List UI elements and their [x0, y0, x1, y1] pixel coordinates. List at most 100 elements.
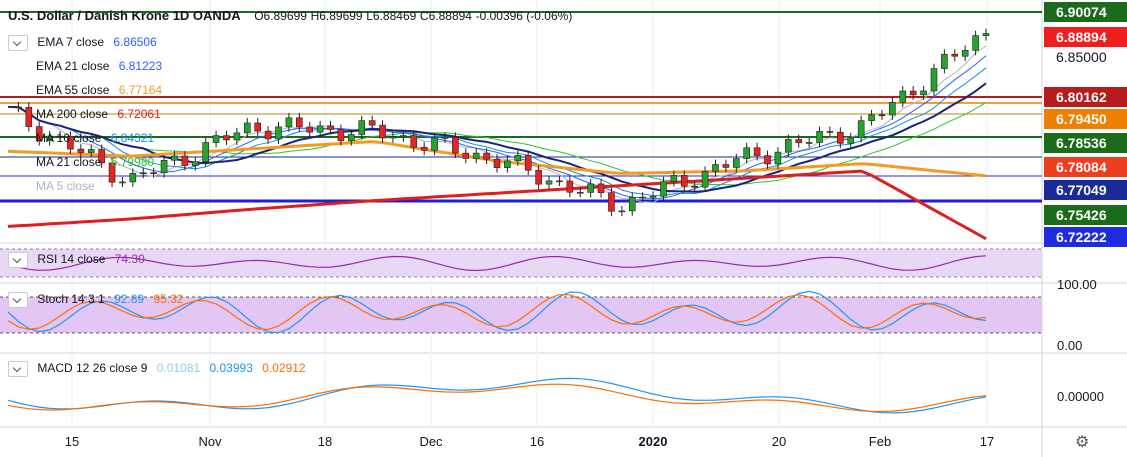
legend-value: 6.79980	[110, 155, 155, 169]
ohlc-close: C6.88894	[419, 9, 472, 23]
candle-body	[691, 185, 698, 188]
ohlc-low: L6.88469	[366, 9, 417, 23]
ohlc-high: H6.89699	[310, 9, 363, 23]
candle-body	[774, 151, 782, 165]
legend-ma10[interactable]: MA 10 close 6.84321	[36, 131, 154, 145]
candle-body	[680, 175, 688, 187]
candle-body	[379, 124, 386, 139]
candle-body	[296, 117, 303, 128]
candle-body	[285, 117, 293, 128]
candle-body	[243, 122, 251, 134]
candle-body	[857, 120, 865, 139]
legend-value: 6.72061	[117, 107, 161, 121]
time-tick: 18	[318, 434, 332, 449]
candle-body	[233, 132, 241, 141]
legend-macd[interactable]: MACD 12 26 close 9 0.01081 0.03993 0.029…	[8, 361, 306, 377]
legend-value: 6.84321	[110, 131, 155, 145]
candle-body	[920, 90, 927, 96]
candle-body	[597, 183, 605, 194]
stoch-d-value: 95.32	[153, 292, 184, 307]
candle-body	[389, 136, 397, 139]
legend-toggle-icon[interactable]	[8, 252, 28, 268]
candle-body	[254, 122, 262, 132]
macd-signal-line	[7, 383, 987, 413]
candle-body	[701, 171, 709, 188]
legend-label: MA 21 close	[36, 155, 102, 169]
candle-body	[160, 159, 168, 174]
candle-body	[982, 33, 990, 36]
candle-body	[868, 114, 875, 121]
legend-ma5[interactable]: MA 5 close	[36, 179, 101, 193]
candle-body	[660, 181, 667, 197]
legend-label: EMA 21 close	[36, 59, 110, 73]
stoch-axis-0: 0.00	[1057, 338, 1082, 353]
candle-body	[77, 148, 85, 153]
legend-toggle-icon[interactable]	[8, 35, 28, 51]
time-tick: 20	[772, 434, 786, 449]
candle-body	[191, 161, 199, 166]
rsi-line	[7, 255, 987, 272]
candle-body	[150, 172, 157, 174]
candle-body	[930, 68, 938, 92]
candle-body	[899, 90, 907, 103]
price-tick: 6.72222	[1056, 229, 1107, 245]
macd-signal-value: 0.02912	[262, 361, 306, 376]
price-tick: 6.85000	[1056, 49, 1107, 65]
candle-body	[67, 136, 74, 150]
legend-value: 6.77164	[118, 83, 163, 97]
candle-body	[119, 181, 126, 184]
price-tick: 6.80162	[1056, 89, 1107, 105]
candle-body	[743, 147, 751, 159]
ema7-line	[7, 55, 987, 200]
candle-body	[410, 135, 418, 148]
legend-rsi[interactable]: RSI 14 close 74.30	[8, 252, 145, 268]
candle-body	[639, 196, 646, 199]
candle-body	[108, 162, 116, 183]
candle-body	[493, 158, 501, 168]
candle-body	[587, 183, 594, 193]
legend-stoch[interactable]: Stoch 14 3 1 92.89 95.32	[8, 292, 183, 308]
legend-value: 6.86506	[113, 35, 157, 50]
macd-line	[7, 377, 987, 414]
candle-body	[171, 155, 178, 161]
candle-body	[368, 120, 376, 126]
price-tick: 6.75426	[1056, 207, 1107, 223]
candle-body	[535, 169, 542, 185]
price-tick: 6.88894	[1056, 29, 1107, 45]
time-tick: 2020	[639, 434, 668, 449]
candle-body	[722, 164, 730, 168]
legend-ma21[interactable]: MA 21 close 6.79980	[36, 155, 154, 169]
candle-body	[358, 120, 366, 135]
candle-body	[712, 164, 719, 172]
candle-body	[420, 146, 428, 151]
legend-ema55[interactable]: EMA 55 close 6.77164	[36, 83, 162, 97]
gear-icon[interactable]: ⚙	[1075, 434, 1090, 451]
legend-toggle-icon[interactable]	[8, 361, 28, 377]
candle-body	[878, 114, 886, 117]
candle-body	[670, 175, 678, 182]
legend-ma200[interactable]: MA 200 close 6.72061	[36, 107, 161, 121]
candle-body	[504, 160, 511, 168]
ma21-line	[7, 101, 987, 186]
candle-body	[316, 125, 324, 133]
candle-body	[275, 126, 282, 140]
candle-body	[556, 180, 563, 183]
legend-toggle-icon[interactable]	[8, 292, 28, 308]
candle-body	[909, 90, 917, 96]
legend-ema21[interactable]: EMA 21 close 6.81223	[36, 59, 162, 73]
candle-body	[139, 172, 147, 174]
candle-body	[951, 53, 959, 57]
legend-ema7[interactable]: EMA 7 close 6.86506	[8, 35, 157, 51]
candle-body	[576, 191, 584, 194]
stoch-axis-100: 100.00	[1057, 277, 1097, 292]
legend-label: EMA 55 close	[36, 83, 110, 97]
candle-body	[264, 130, 272, 140]
ema21-line	[7, 82, 987, 193]
candle-body	[795, 139, 803, 144]
symbol-title[interactable]: U.S. Dollar / Danish Krone 1D OANDA	[8, 8, 241, 23]
chart-header: U.S. Dollar / Danish Krone 1D OANDA O6.8…	[8, 8, 572, 23]
price-tick: 6.79450	[1056, 111, 1107, 127]
candle-body	[327, 125, 334, 130]
ohlc-open: O6.89699	[254, 9, 307, 23]
